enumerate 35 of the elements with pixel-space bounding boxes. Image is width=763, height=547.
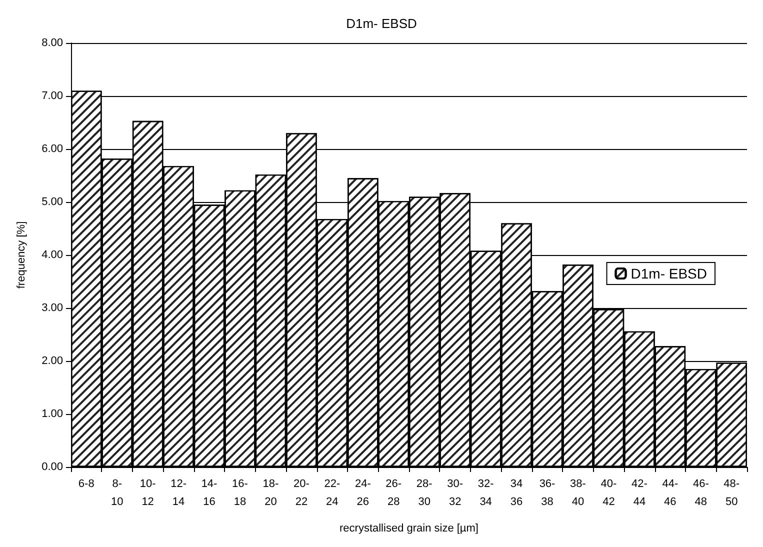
- x-tick-label: 24- 26: [354, 478, 372, 508]
- x-tick-label: 28- 30: [416, 478, 433, 508]
- y-tick-label: 0.00: [42, 461, 63, 473]
- x-tick-label: 26- 28: [386, 478, 402, 508]
- y-tick-label: 1.00: [42, 408, 63, 420]
- y-tick-label: 7.00: [42, 90, 63, 102]
- x-tick-label: 38- 40: [570, 478, 586, 508]
- x-axis-title: recrystallised grain size [µm]: [340, 522, 478, 534]
- y-axis-title: frequency [%]: [16, 221, 28, 289]
- x-tick-label: 44- 46: [662, 478, 678, 508]
- x-tick-label: 8- 10: [110, 478, 124, 508]
- y-tick-label: 3.00: [42, 302, 63, 314]
- x-tick-label: 48- 50: [724, 478, 740, 508]
- chart-title: D1m- EBSD: [346, 16, 417, 31]
- x-tick-label: 6-8: [78, 478, 94, 490]
- x-tick-label: 18- 20: [262, 478, 280, 508]
- y-tick-label: 4.00: [42, 249, 63, 261]
- x-tick-label: 22- 24: [324, 478, 340, 508]
- x-tick-label: 12- 14: [170, 478, 187, 508]
- x-tick-label: 40- 42: [600, 478, 618, 508]
- legend-label: D1m- EBSD: [630, 266, 707, 282]
- x-tick-label: 10- 12: [140, 478, 156, 508]
- y-tick-label: 2.00: [42, 355, 63, 367]
- x-tick-label: 16- 18: [232, 478, 248, 508]
- y-tick-label: 5.00: [42, 196, 63, 208]
- x-tick-label: 14- 16: [201, 478, 218, 508]
- y-tick-label: 8.00: [42, 37, 63, 49]
- x-tick-label: 34 36: [510, 478, 523, 508]
- x-tick-label: 20- 22: [294, 478, 310, 508]
- x-tick-label: 42- 44: [632, 478, 648, 508]
- y-tick-label: 6.00: [42, 143, 63, 155]
- x-tick-label: 46- 48: [692, 478, 710, 508]
- x-tick-label: 36- 38: [539, 478, 556, 508]
- x-tick-label: 32- 34: [478, 478, 494, 508]
- x-tick-label: 30- 32: [447, 478, 464, 508]
